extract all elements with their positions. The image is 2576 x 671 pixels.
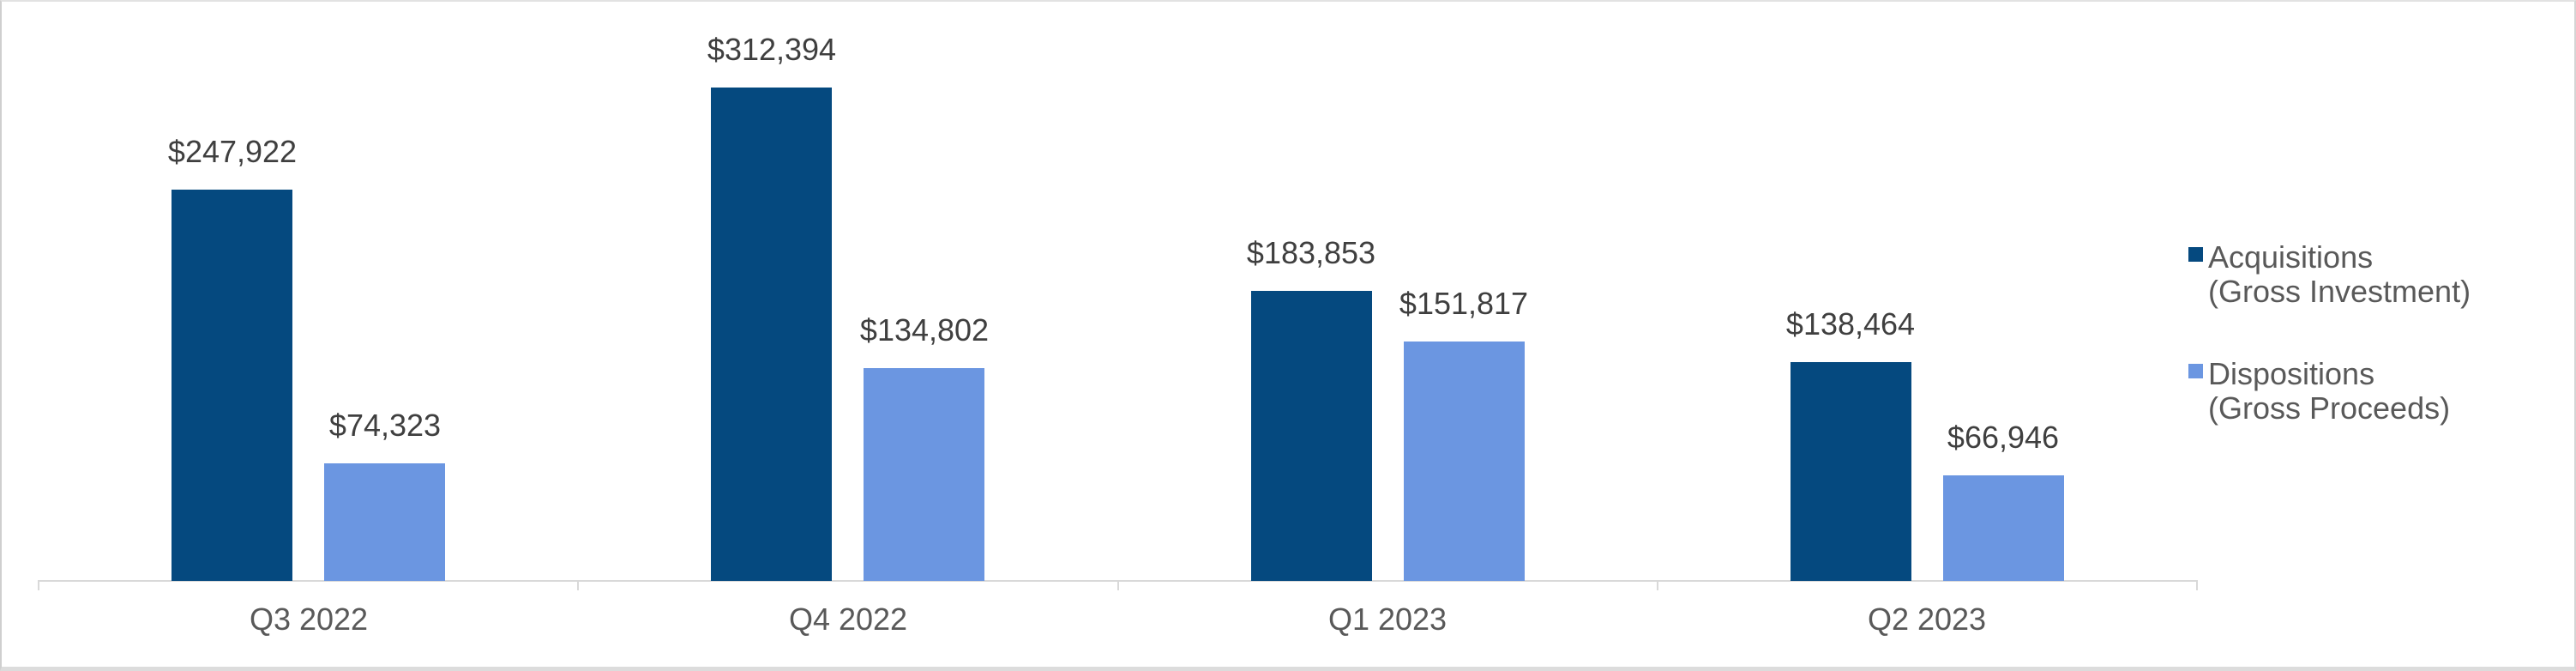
x-axis-tick xyxy=(1116,580,1119,590)
data-label-dispositions-q2-2023: $66,946 xyxy=(1947,420,2060,455)
legend-swatch-acquisitions xyxy=(2188,247,2203,262)
legend-label-line: Dispositions xyxy=(2208,356,2375,391)
x-axis-tick xyxy=(38,580,39,590)
x-axis-label-q4-2022: Q4 2022 xyxy=(788,601,908,637)
legend-label-line: Acquisitions xyxy=(2208,239,2374,275)
bar-dispositions-q3-2022 xyxy=(324,463,445,581)
legend-label-acquisitions: Acquisitions (Gross Investment) xyxy=(2208,240,2471,309)
legend-swatch-dispositions xyxy=(2188,364,2203,378)
legend-label-dispositions: Dispositions (Gross Proceeds) xyxy=(2208,357,2450,426)
data-label-dispositions-q4-2022: $134,802 xyxy=(859,312,990,348)
legend-label-line: (Gross Proceeds) xyxy=(2208,390,2451,426)
bar-acquisitions-q3-2022 xyxy=(172,190,292,581)
data-label-acquisitions-q2-2023: $138,464 xyxy=(1785,306,1916,342)
bar-dispositions-q2-2023 xyxy=(1943,475,2064,581)
x-axis-label-q3-2022: Q3 2022 xyxy=(249,601,369,637)
bar-dispositions-q4-2022 xyxy=(864,368,984,581)
data-label-dispositions-q1-2023: $151,817 xyxy=(1399,286,1529,321)
bar-acquisitions-q2-2023 xyxy=(1791,362,1911,581)
legend-entry-acquisitions: Acquisitions (Gross Investment) xyxy=(2188,240,2471,309)
x-axis-label-q1-2023: Q1 2023 xyxy=(1327,601,1447,637)
data-label-acquisitions-q1-2023: $183,853 xyxy=(1246,235,1376,270)
data-label-dispositions-q3-2022: $74,323 xyxy=(328,408,442,443)
x-axis-tick xyxy=(1656,580,1658,590)
bar-acquisitions-q1-2023 xyxy=(1251,291,1372,581)
bar-dispositions-q1-2023 xyxy=(1404,342,1525,581)
legend-entry-dispositions: Dispositions (Gross Proceeds) xyxy=(2188,357,2450,426)
legend-label-line: (Gross Investment) xyxy=(2208,274,2471,309)
data-label-acquisitions-q3-2022: $247,922 xyxy=(167,134,298,169)
x-axis-tick xyxy=(2196,580,2198,590)
bar-acquisitions-q4-2022 xyxy=(711,88,832,581)
x-axis-label-q2-2023: Q2 2023 xyxy=(1867,601,1987,637)
data-label-acquisitions-q4-2022: $312,394 xyxy=(707,32,837,67)
x-axis-tick xyxy=(577,580,580,590)
